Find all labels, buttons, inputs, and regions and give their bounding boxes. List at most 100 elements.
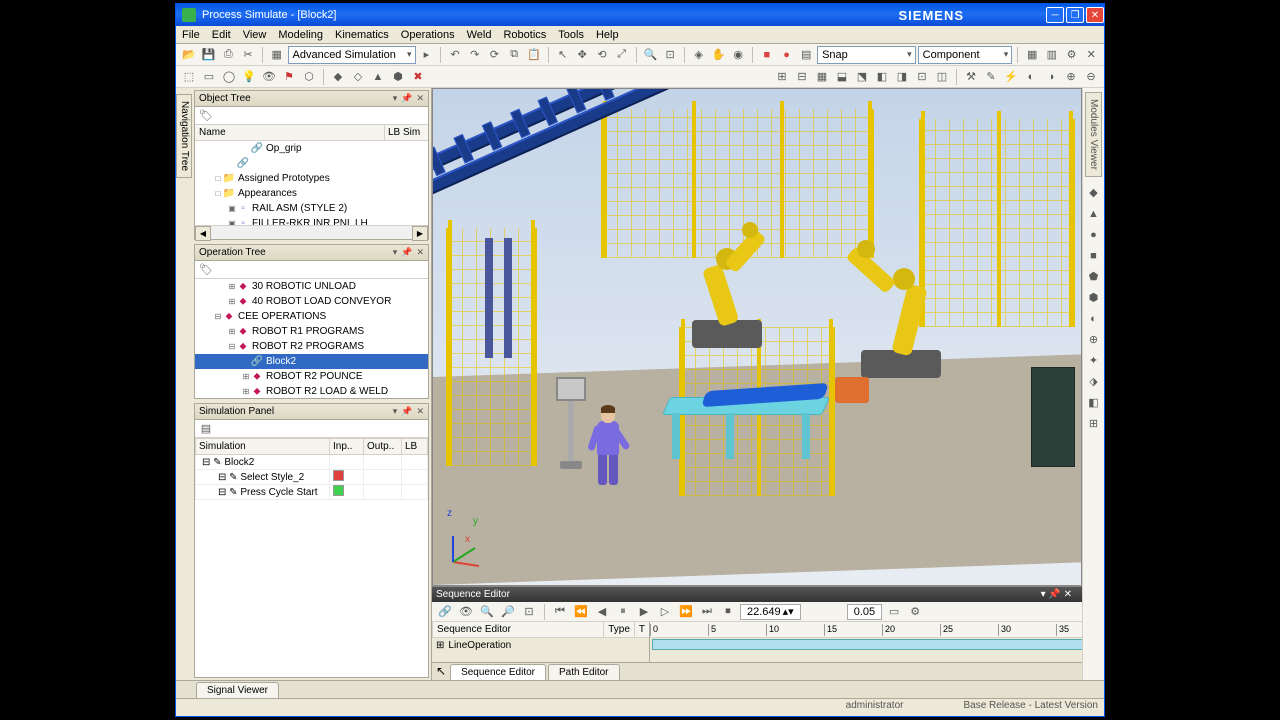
record-icon[interactable]: ● (778, 46, 796, 64)
close-panel-icon[interactable]: ✕ (416, 93, 424, 104)
seq-end-icon[interactable]: ⏹ (719, 603, 737, 621)
t2-r13-icon[interactable]: ◐ (1022, 68, 1040, 86)
seq-link-icon[interactable]: 🔗 (436, 603, 454, 621)
3d-viewport[interactable]: xyz (432, 88, 1082, 586)
t2-9-icon[interactable]: ◇ (349, 68, 367, 86)
sim-row[interactable]: ⊟ ✎ Select Style_2 (196, 470, 428, 485)
menu-view[interactable]: View (243, 29, 267, 41)
paste-icon[interactable]: 📋 (525, 46, 543, 64)
sim-row[interactable]: ⊟ ✎ Press Cycle Start (196, 485, 428, 500)
t2-r3-icon[interactable]: ▦ (813, 68, 831, 86)
seq-opt1-icon[interactable]: ▭ (885, 603, 903, 621)
menu-file[interactable]: File (182, 29, 200, 41)
tab-signal-viewer[interactable]: Signal Viewer (196, 682, 279, 698)
t2-2-icon[interactable]: ▭ (200, 68, 218, 86)
t2-r2-icon[interactable]: ⊟ (793, 68, 811, 86)
t2-3-icon[interactable]: ◯ (220, 68, 238, 86)
scale-icon[interactable]: ⤢ (613, 46, 631, 64)
close-button[interactable]: ✕ (1086, 7, 1104, 23)
dock-icon[interactable]: 📌 (401, 93, 412, 104)
menu-operations[interactable]: Operations (401, 29, 455, 41)
tree-row[interactable]: 🔗Op_grip (195, 141, 428, 156)
pan-icon[interactable]: ✋ (710, 46, 728, 64)
cut-icon[interactable]: ✂ (239, 46, 257, 64)
seq-prev-icon[interactable]: ⏪ (572, 603, 590, 621)
snap-combo[interactable]: Snap (817, 46, 916, 64)
tree-row[interactable]: ⊞⬥ROBOT R2 LOAD & WELD (195, 384, 428, 398)
menu-kinematics[interactable]: Kinematics (335, 29, 389, 41)
print-icon[interactable]: ⎙ (219, 46, 237, 64)
tree-row[interactable]: ⊞⬥40 ROBOT LOAD CONVEYOR (195, 294, 428, 309)
stop-icon[interactable]: ■ (758, 46, 776, 64)
rv-8-icon[interactable]: ⊕ (1085, 331, 1103, 349)
tree-row[interactable]: ⊟⬥ROBOT R2 PROGRAMS (195, 339, 428, 354)
grid-icon[interactable]: ▦ (268, 46, 286, 64)
seq-stepback-icon[interactable]: ◀ (593, 603, 611, 621)
t2-5-icon[interactable]: 👁 (260, 68, 278, 86)
maximize-button[interactable]: ❐ (1066, 7, 1084, 23)
rv-9-icon[interactable]: ✦ (1085, 352, 1103, 370)
pin-icon[interactable]: ▾ (393, 406, 398, 417)
seq-opt2-icon[interactable]: ⚙ (906, 603, 924, 621)
save-icon[interactable]: 💾 (200, 46, 218, 64)
zoom-fit-icon[interactable]: ⊡ (661, 46, 679, 64)
col-lbsim[interactable]: LB Sim (384, 125, 428, 140)
operation-tree[interactable]: ⊞⬥30 ROBOTIC UNLOAD⊞⬥40 ROBOT LOAD CONVE… (195, 279, 428, 398)
t2-r8-icon[interactable]: ⊡ (913, 68, 931, 86)
object-tree[interactable]: 🔗Op_grip🔗□📁Assigned Prototypes□📁Appearan… (195, 141, 428, 225)
tree-row[interactable]: □📁Appearances (195, 186, 428, 201)
menu-weld[interactable]: Weld (467, 29, 492, 41)
seq-eye-icon[interactable]: 👁 (457, 603, 475, 621)
t2-8-icon[interactable]: ◆ (329, 68, 347, 86)
seq-pause-icon[interactable]: ⏸ (614, 603, 632, 621)
pin-icon[interactable]: ▾ (393, 93, 398, 104)
hscroll[interactable] (195, 225, 428, 239)
open-icon[interactable]: 📂 (180, 46, 198, 64)
seq-play-icon[interactable]: ▶ (635, 603, 653, 621)
menu-tools[interactable]: Tools (558, 29, 584, 41)
col-name[interactable]: Name (195, 125, 384, 140)
t2-r9-icon[interactable]: ◫ (933, 68, 951, 86)
close-panel-icon[interactable]: ✕ (416, 247, 424, 258)
t2-7-icon[interactable]: ⬡ (300, 68, 318, 86)
seq-zoomin-icon[interactable]: 🔎 (499, 603, 517, 621)
rv-7-icon[interactable]: ◐ (1085, 310, 1103, 328)
move-icon[interactable]: ✥ (573, 46, 591, 64)
menu-modeling[interactable]: Modeling (278, 29, 323, 41)
tree-row[interactable]: ▣▫RAIL ASM (STYLE 2) (195, 201, 428, 216)
opt1-icon[interactable]: ▦ (1023, 46, 1041, 64)
t2-r14-icon[interactable]: ◑ (1042, 68, 1060, 86)
component-combo[interactable]: Component (918, 46, 1013, 64)
tree-tool-icon[interactable]: 🏷 (197, 261, 215, 279)
orbit-icon[interactable]: ◉ (729, 46, 747, 64)
t2-11-icon[interactable]: ⬢ (389, 68, 407, 86)
rv-2-icon[interactable]: ▲ (1085, 205, 1103, 223)
timeline-track[interactable] (650, 638, 1082, 652)
seq-stepfwd-icon[interactable]: ▷ (656, 603, 674, 621)
layers-icon[interactable]: ▤ (797, 46, 815, 64)
seq-row[interactable]: ⊞ LineOperation (432, 638, 649, 652)
undo-icon[interactable]: ↶ (446, 46, 464, 64)
t2-r10-icon[interactable]: ⚒ (962, 68, 980, 86)
nav-tree-tab[interactable]: Navigation Tree (176, 94, 192, 178)
pin-icon[interactable]: ▾ (393, 247, 398, 258)
minimize-button[interactable]: ─ (1046, 7, 1064, 23)
rv-6-icon[interactable]: ⬢ (1085, 289, 1103, 307)
tab-sequence-editor[interactable]: Sequence Editor (450, 664, 546, 680)
t2-r12-icon[interactable]: ⚡ (1002, 68, 1020, 86)
modules-viewer-tab[interactable]: Modules Viewer (1085, 92, 1102, 177)
opt4-icon[interactable]: ✕ (1082, 46, 1100, 64)
flag-icon[interactable]: ⚑ (280, 68, 298, 86)
rv-5-icon[interactable]: ⬟ (1085, 268, 1103, 286)
dock-icon[interactable]: 📌 (401, 406, 412, 417)
t2-1-icon[interactable]: ⬚ (180, 68, 198, 86)
opt3-icon[interactable]: ⚙ (1063, 46, 1081, 64)
rotate-icon[interactable]: ⟲ (593, 46, 611, 64)
tree-row[interactable]: 🔗Block2 (195, 354, 428, 369)
dock-icon[interactable]: 📌 (401, 247, 412, 258)
seq-last-icon[interactable]: ⏭ (698, 603, 716, 621)
tree-row[interactable]: ⊞⬥ROBOT R2 POUNCE (195, 369, 428, 384)
tree-row[interactable]: □📁Assigned Prototypes (195, 171, 428, 186)
tree-row[interactable]: ⊞⬥ROBOT R1 PROGRAMS (195, 324, 428, 339)
tree-tool-icon[interactable]: 🏷 (197, 107, 215, 125)
